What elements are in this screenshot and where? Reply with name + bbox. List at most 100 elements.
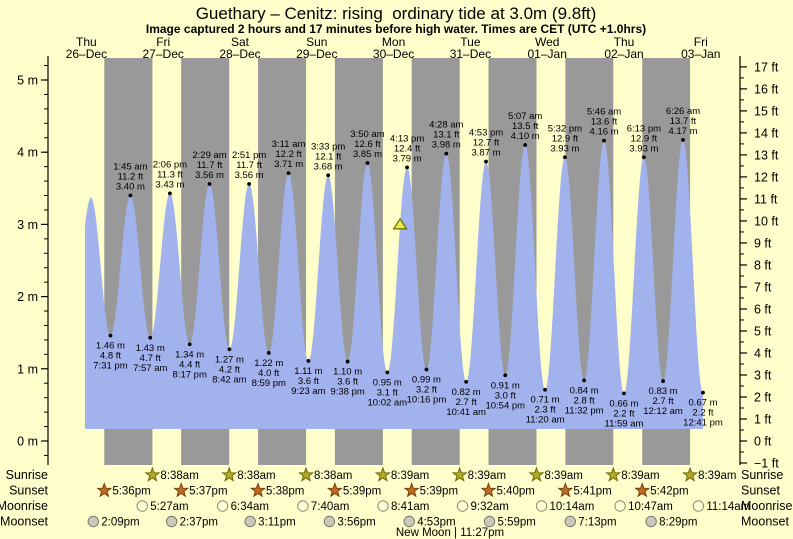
astro-event-time: 7:40am [311, 501, 349, 513]
day-weekday-label: Thu [614, 35, 635, 49]
low-tide-annotation: 2.8 ft [574, 395, 595, 406]
high-tide-annotation: 4:28 am [429, 120, 463, 131]
high-tide-annotation: 4:53 pm [469, 128, 503, 139]
astro-event-time: 5:37pm [189, 486, 227, 498]
left-tick-label: 4 m [17, 146, 38, 160]
low-tide-annotation: 3.0 ft [495, 390, 516, 401]
right-tick-label: 11 ft [754, 192, 778, 206]
astro-event-time: 5:36pm [112, 486, 150, 498]
high-tide-annotation: 4:13 pm [390, 133, 424, 144]
high-tide-annotation: 12.7 ft [473, 138, 500, 149]
astro-row-label-left: Moonset [0, 515, 48, 529]
astro-event-time: 5:39pm [420, 486, 458, 498]
high-tide-annotation: 4.17 m [668, 126, 697, 137]
high-tide-annotation: 12.6 ft [354, 139, 381, 150]
tide-extreme-dot [365, 161, 370, 165]
right-tick-label: 12 ft [754, 170, 779, 184]
high-tide-annotation: 5:46 am [587, 107, 621, 118]
high-tide-annotation: 3.93 m [629, 143, 658, 154]
low-tide-annotation: 0.99 m [412, 375, 441, 386]
high-tide-annotation: 11.2 ft [118, 172, 144, 183]
low-tide-annotation: 0.67 m [688, 398, 717, 409]
tide-extreme-dot [602, 138, 606, 143]
low-tide-annotation: 2.2 ft [692, 408, 713, 419]
right-tick-label: 8 ft [754, 258, 772, 272]
axes: 0 m 1 m 2 m 3 m 4 m 5 m −1 ft 0 ft 1 ft 2 ft 3 ft 4… [17, 56, 779, 471]
sunrise-star-icon [221, 466, 238, 482]
moonrise-icon [535, 500, 548, 512]
high-tide-annotation: 3.87 m [472, 148, 501, 159]
astro-event-time: 4:53pm [417, 517, 455, 529]
astro-event-time: 5:27am [150, 501, 188, 513]
low-tide-annotation: 1.43 m [136, 343, 165, 354]
astro-event-time: 5:40pm [497, 486, 535, 498]
moonrise-icon [456, 500, 469, 512]
astro-row-label-left: Sunrise [6, 468, 48, 482]
tide-extreme-dot [543, 387, 547, 392]
low-tide-annotation: 1.34 m [175, 349, 204, 360]
astro-event-time: 3:56pm [337, 517, 375, 529]
high-tide-annotation: 3.68 m [314, 161, 343, 172]
tide-extreme-dot [108, 333, 113, 338]
high-tide-annotation: 2:51 pm [232, 150, 266, 161]
left-tick-label: 5 m [17, 74, 38, 88]
tide-extreme-dot [503, 373, 508, 378]
astro-event-time: 8:39am [468, 470, 506, 482]
astro-event-time: 8:41am [391, 501, 429, 513]
high-tide-annotation: 4.10 m [511, 131, 540, 142]
tide-extreme-dot [227, 347, 232, 352]
day-date-label: 29–Dec [296, 47, 337, 61]
tide-extreme-dot [681, 138, 685, 142]
tide-extreme-dot [582, 378, 587, 383]
high-tide-annotation: 3:50 am [350, 129, 384, 140]
low-tide-annotation: 1.22 m [254, 358, 283, 369]
right-tick-label: 15 ft [754, 104, 779, 118]
low-tide-annotation: 2.3 ft [535, 405, 556, 416]
day-date-label: 02–Jan [604, 47, 643, 61]
low-tide-annotation: 4.0 ft [258, 368, 279, 379]
high-tide-annotation: 13.6 ft [591, 117, 618, 128]
astro-event-time: 8:38am [237, 470, 275, 482]
high-tide-annotation: 13.5 ft [512, 121, 539, 132]
astro-event-time: 8:38am [314, 470, 352, 482]
high-tide-annotation: 4.16 m [590, 127, 619, 138]
low-tide-annotation: 0.83 m [649, 386, 678, 397]
low-tide-annotation: 10:02 am [367, 397, 407, 408]
tide-extreme-dot [563, 155, 567, 160]
low-tide-annotation: 3.6 ft [337, 377, 358, 388]
astro-event-time: 8:39am [391, 470, 429, 482]
chart-title: Guethary – Cenitz: rising ordinary tide … [196, 4, 597, 23]
astro-event-time: 9:32am [471, 501, 509, 513]
high-tide-annotation: 12.9 ft [552, 133, 579, 144]
low-tide-annotation: 0.84 m [570, 385, 599, 396]
tide-extreme-dot [168, 191, 172, 196]
day-weekday-label: Thu [76, 35, 97, 49]
moonrise-icon [216, 500, 229, 512]
day-weekday-label: Mon [382, 35, 405, 49]
low-tide-annotation: 11:32 pm [565, 405, 604, 416]
high-tide-annotation: 12.2 ft [275, 149, 302, 160]
high-tide-annotation: 3.79 m [393, 153, 422, 164]
tide-extreme-dot [661, 379, 665, 383]
low-tide-annotation: 7:57 am [133, 363, 167, 374]
high-tide-annotation: 13.1 ft [433, 130, 460, 141]
low-tide-annotation: 9:38 pm [330, 387, 364, 398]
low-tide-annotation: 10:16 pm [407, 395, 447, 406]
right-tick-label: 9 ft [754, 236, 772, 250]
astro-event-time: 8:39am [698, 470, 736, 482]
tide-extreme-dot [326, 173, 331, 178]
moon-phase-label: New Moon | 11:27pm [396, 527, 504, 539]
tide-extreme-dot [247, 182, 252, 186]
astro-row-label-left: Sunset [9, 484, 48, 498]
day-labels: Thu26–DecFri27–DecSat28–DecSun29–DecMon3… [66, 35, 721, 61]
left-tick-label: 2 m [17, 290, 38, 304]
high-tide-annotation: 11.7 ft [197, 160, 223, 171]
moonset-icon [244, 515, 256, 528]
low-tide-annotation: 11:59 am [604, 418, 643, 429]
low-tide-annotation: 1.10 m [333, 367, 362, 378]
low-tide-annotation: 4.7 ft [140, 353, 161, 364]
low-tide-annotation: 7:31 pm [93, 361, 127, 372]
astro-row-label-right: Moonset [741, 515, 789, 529]
right-tick-label: 3 ft [754, 368, 772, 382]
